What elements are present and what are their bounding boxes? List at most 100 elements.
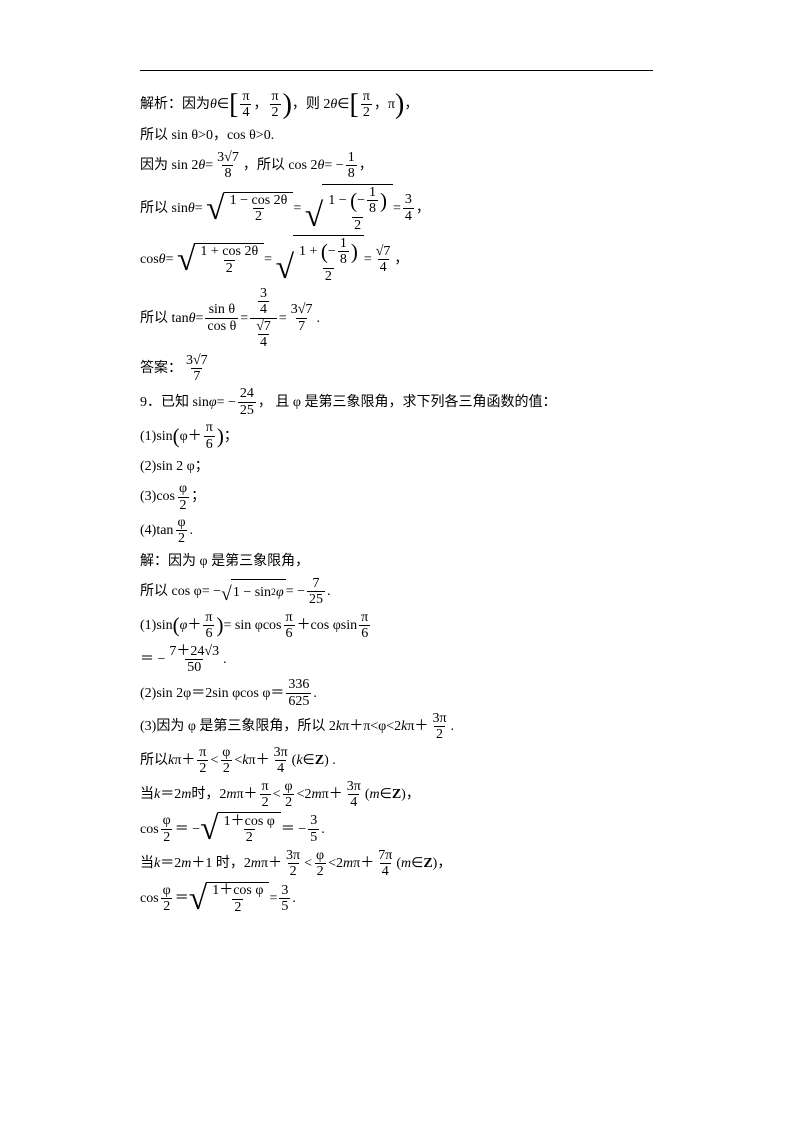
eq: = (393, 196, 401, 221)
text: (4)tan (140, 518, 173, 543)
top-rule (140, 70, 653, 71)
comma: ， (394, 247, 408, 272)
text: π＋ (353, 851, 374, 876)
text: = − (217, 390, 236, 415)
phi-2: φ2 (175, 515, 187, 547)
lt: < (234, 748, 242, 773)
text: 当 (140, 851, 154, 876)
period: . (313, 681, 317, 706)
text: ， 且 φ 是第三象限角，求下列各三角函数的值： (258, 390, 557, 415)
text: ＝ − (281, 817, 306, 842)
problem-9: 9．已知 sin φ = − 2425 ， 且 φ 是第三象限角，求下列各三角函… (140, 386, 653, 418)
text: 所以 (140, 748, 168, 773)
phi-2: φ2 (314, 848, 326, 880)
eq: = (196, 306, 204, 331)
text: ＝ − (175, 817, 200, 842)
text: π＋ (174, 748, 195, 773)
sqrt-1-sin2: √1 − sin2φ (221, 579, 286, 605)
pi-over-2: π2 (361, 89, 372, 121)
m: m (181, 782, 191, 807)
frac-7-24r3-50: 7＋24√350 (167, 644, 221, 676)
text: (1)sin (140, 424, 173, 449)
text: ＝2 (160, 851, 181, 876)
period: . (223, 647, 227, 672)
frac-3pi-2: 3π2 (284, 848, 302, 880)
sqrt-half-cos2: √1 + (−18)2 (276, 235, 364, 284)
text: = − (286, 579, 305, 604)
text: π＋ (236, 782, 257, 807)
text: φ＋ (180, 424, 202, 449)
sol-line-11: cos φ2 ＝ √1＋cos φ2 = 35 . (140, 882, 653, 916)
phi-2: φ2 (161, 883, 173, 915)
period: . (316, 306, 320, 331)
text: )， (433, 851, 452, 876)
text: = − (324, 153, 343, 178)
problem-9-1: (1)sin ( φ＋ π6 ) ； (140, 420, 653, 452)
phi-2: φ2 (220, 745, 232, 777)
text: 所以 sin (140, 196, 188, 221)
frac-3r7-7: 3√77 (184, 353, 210, 385)
text: = sin φcos (224, 613, 282, 638)
frac-3-5: 35 (279, 883, 290, 915)
theta: θ (188, 196, 195, 221)
eq: = (279, 306, 287, 331)
sol-line-3: (1)sin ( φ＋ π6 ) = sin φcos π6 ＋cos φsin… (140, 610, 653, 642)
problem-9-2: (2)sin 2 φ； (140, 454, 653, 479)
in: ∈ (380, 782, 392, 807)
lt: <2 (297, 782, 312, 807)
eq: = (293, 196, 301, 221)
eq: = (205, 153, 213, 178)
text: (3)cos (140, 484, 175, 509)
text: ＝ (175, 886, 189, 911)
lt: < (210, 748, 218, 773)
problem-9-4: (4)tan φ2 . (140, 515, 653, 547)
text: ； (224, 424, 238, 449)
text: 所以 sin θ>0，cos θ>0. (140, 123, 274, 148)
sqrt-half-sin: √1 − cos 2θ2 (206, 192, 293, 226)
frac-1-8: 18 (346, 150, 357, 182)
in: ∈ (217, 92, 229, 117)
paren-right: ) (217, 426, 224, 447)
frac-336-625: 336625 (286, 677, 311, 709)
answer-line: 答案： 3√77 (140, 353, 653, 385)
text: 所以 cos φ= − (140, 579, 221, 604)
comma: ， (416, 196, 430, 221)
comma: ， (254, 92, 268, 117)
frac-3pi-2: 3π2 (430, 711, 448, 743)
period: . (451, 714, 455, 739)
m: m (312, 782, 322, 807)
sol-line-9: cos φ2 ＝ − √1＋cos φ2 ＝ − 35 . (140, 812, 653, 846)
text: 解：因为 φ 是第三象限角， (140, 549, 309, 574)
Z: Z (392, 782, 401, 807)
text: (1)sin (140, 613, 173, 638)
text: 当 (140, 782, 154, 807)
paren-left: ( (173, 615, 180, 636)
paren-left: ( (173, 426, 180, 447)
in: ∈ (411, 851, 423, 876)
pi-2: π2 (260, 779, 271, 811)
eq: = (166, 247, 174, 272)
pi-over-2: π2 (270, 89, 281, 121)
text: 因为 sin 2 (140, 153, 198, 178)
m: m (369, 782, 379, 807)
lt: <2 (328, 851, 343, 876)
period: . (292, 886, 296, 911)
text: 时，2 (191, 782, 226, 807)
text: π＋ (249, 748, 270, 773)
text: (2)sin 2 φ； (140, 454, 209, 479)
text: )， (401, 782, 420, 807)
text: π＋ (322, 782, 343, 807)
theta: θ (198, 153, 205, 178)
theta: θ (210, 92, 217, 117)
phi-2: φ2 (177, 481, 189, 513)
text: . (190, 518, 194, 543)
bracket-right: ) (283, 91, 292, 119)
text: ＋1 时，2 (191, 851, 251, 876)
problem-9-3: (3)cos φ2 ； (140, 481, 653, 513)
m: m (343, 851, 353, 876)
text: ＝2 (160, 782, 181, 807)
eq: = (264, 247, 272, 272)
text: ) . (324, 748, 336, 773)
eq: = (269, 886, 277, 911)
phi-2: φ2 (283, 779, 295, 811)
